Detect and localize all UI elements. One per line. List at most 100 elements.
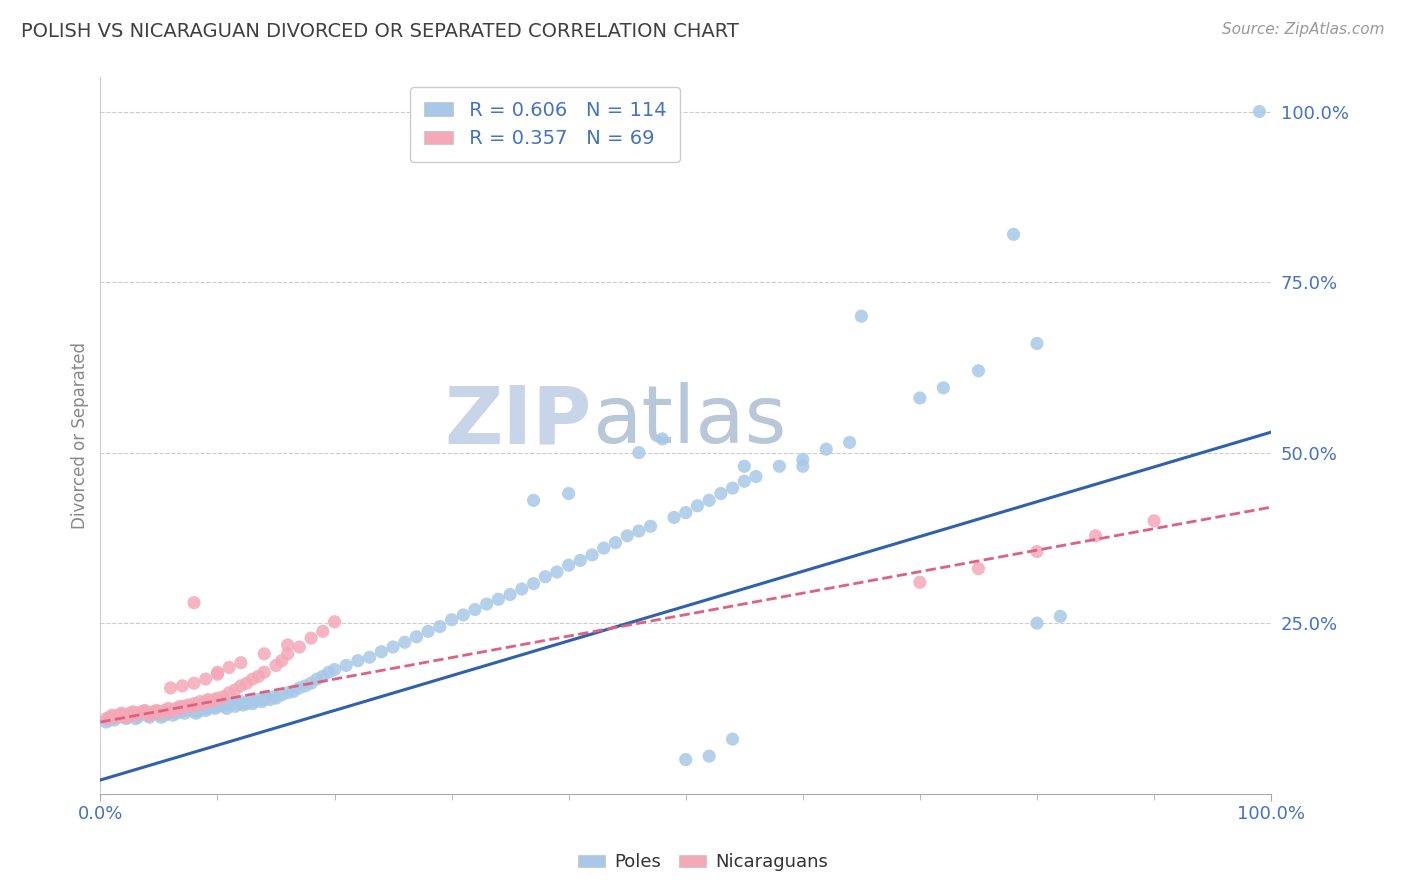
Point: [908, 575, 931, 590]
Point: [188, 695, 211, 709]
Point: [235, 697, 257, 711]
Text: ZIP: ZIP: [444, 383, 592, 460]
Point: [675, 753, 697, 767]
Point: [418, 624, 440, 639]
Point: [207, 699, 229, 714]
Point: [522, 576, 544, 591]
Point: [288, 681, 311, 695]
Point: [173, 699, 195, 714]
Point: [148, 708, 170, 723]
Point: [138, 708, 160, 723]
Point: [218, 660, 240, 674]
Point: [270, 654, 292, 668]
Point: [256, 691, 278, 706]
Point: [453, 607, 475, 622]
Point: [440, 613, 463, 627]
Point: [510, 582, 533, 596]
Point: [98, 713, 121, 727]
Point: [581, 548, 603, 562]
Point: [159, 681, 181, 695]
Point: [499, 587, 522, 601]
Point: [264, 691, 287, 706]
Point: [721, 732, 744, 747]
Point: [204, 692, 226, 706]
Point: [183, 705, 205, 719]
Point: [197, 692, 219, 706]
Point: [180, 699, 202, 714]
Point: [967, 364, 990, 378]
Point: [299, 676, 322, 690]
Text: atlas: atlas: [592, 383, 786, 460]
Point: [131, 706, 153, 721]
Point: [908, 391, 931, 405]
Legend: Poles, Nicaraguans: Poles, Nicaraguans: [571, 847, 835, 879]
Point: [183, 697, 205, 711]
Point: [662, 510, 685, 524]
Point: [243, 695, 266, 709]
Point: [247, 669, 270, 683]
Point: [193, 701, 215, 715]
Point: [277, 638, 299, 652]
Point: [172, 701, 194, 715]
Point: [651, 432, 673, 446]
Point: [359, 650, 381, 665]
Point: [605, 535, 627, 549]
Point: [264, 658, 287, 673]
Point: [627, 524, 650, 538]
Point: [382, 640, 405, 654]
Point: [253, 647, 276, 661]
Point: [96, 712, 118, 726]
Point: [107, 710, 129, 724]
Point: [235, 676, 257, 690]
Point: [851, 309, 873, 323]
Point: [1143, 514, 1166, 528]
Point: [118, 708, 141, 723]
Point: [686, 499, 709, 513]
Point: [212, 690, 235, 704]
Point: [228, 697, 250, 711]
Legend:  R = 0.606   N = 114,  R = 0.357   N = 69: R = 0.606 N = 114, R = 0.357 N = 69: [411, 87, 681, 162]
Point: [534, 570, 557, 584]
Point: [122, 705, 145, 719]
Point: [177, 703, 200, 717]
Point: [162, 708, 184, 723]
Point: [169, 699, 191, 714]
Point: [335, 658, 357, 673]
Point: [259, 692, 281, 706]
Point: [177, 698, 200, 712]
Point: [522, 493, 544, 508]
Point: [815, 442, 838, 457]
Point: [242, 697, 264, 711]
Point: [134, 705, 156, 719]
Text: POLISH VS NICARAGUAN DIVORCED OR SEPARATED CORRELATION CHART: POLISH VS NICARAGUAN DIVORCED OR SEPARAT…: [21, 22, 740, 41]
Point: [142, 705, 165, 719]
Point: [112, 708, 135, 723]
Point: [159, 705, 181, 719]
Point: [115, 712, 138, 726]
Point: [96, 714, 118, 729]
Point: [305, 672, 328, 686]
Point: [138, 710, 160, 724]
Point: [197, 701, 219, 715]
Point: [127, 706, 149, 721]
Point: [347, 654, 370, 668]
Point: [838, 435, 860, 450]
Point: [557, 558, 579, 573]
Point: [200, 695, 222, 709]
Point: [229, 656, 252, 670]
Point: [370, 645, 392, 659]
Point: [318, 665, 340, 680]
Point: [569, 553, 592, 567]
Point: [253, 665, 276, 680]
Point: [136, 708, 159, 723]
Point: [218, 698, 240, 712]
Point: [405, 630, 427, 644]
Point: [710, 486, 733, 500]
Point: [394, 635, 416, 649]
Point: [110, 706, 132, 721]
Point: [247, 692, 270, 706]
Point: [312, 624, 335, 639]
Point: [215, 701, 238, 715]
Point: [101, 712, 124, 726]
Point: [697, 493, 720, 508]
